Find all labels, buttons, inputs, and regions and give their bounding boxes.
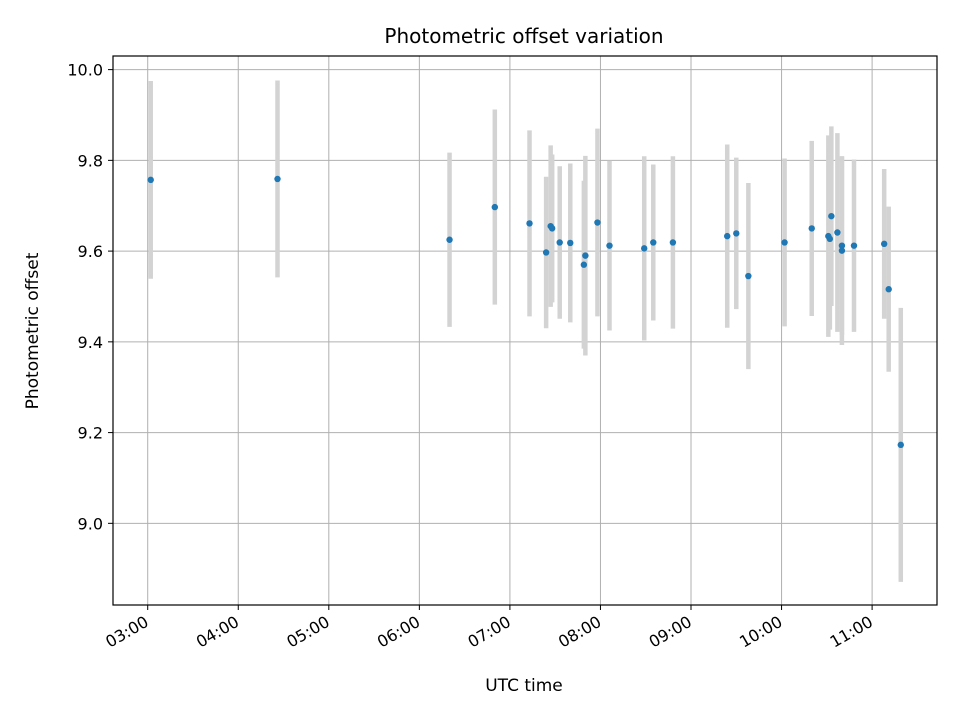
data-point [580,261,588,268]
data-point [491,203,499,211]
x-tick-label: 09:00 [646,612,695,652]
data-point [745,272,752,280]
data-point [548,225,556,232]
x-tick-label: 08:00 [555,612,604,652]
y-tick-label: 9.0 [78,514,103,533]
data-point [838,242,846,249]
data-point [669,239,677,246]
data-point [724,232,731,240]
data-point [606,242,613,249]
data-point [838,247,846,254]
data-point [582,252,589,259]
chart-title: Photometric offset variation [384,24,663,48]
data-point [274,175,281,183]
data-point [147,176,154,184]
error-bars [148,80,904,582]
data-point [542,249,550,256]
x-axis-label: UTC time [485,676,563,696]
data-point [526,220,533,227]
data-point [880,240,888,248]
data-point [567,239,574,247]
data-point [641,245,648,252]
data-point [446,236,453,243]
data-points [147,175,904,449]
data-point [828,212,835,220]
data-point [594,219,601,226]
y-tick-label: 9.8 [78,151,103,170]
x-tick-label: 05:00 [283,612,332,652]
plot-frame [112,55,938,606]
x-tick-label: 03:00 [102,612,151,652]
data-point [834,229,841,236]
y-tick-label: 9.2 [78,424,103,443]
data-point [733,230,740,237]
data-point [808,225,815,232]
grid [113,56,937,605]
data-point [826,235,834,243]
x-axis-ticks: 03:00 04:00 05:00 06:00 07:00 08:00 09:00 10:00… [102,605,876,652]
y-tick-label: 9.4 [78,333,103,352]
data-point [781,239,788,246]
y-tick-label: 10.0 [67,61,103,80]
y-tick-label: 9.6 [78,242,103,261]
data-point [850,242,858,249]
data-point [897,441,904,449]
data-point [650,239,657,246]
data-point [885,286,892,293]
y-axis-ticks: 9.0 9.2 9.4 9.6 9.8 10.0 [67,61,113,533]
x-tick-label: 04:00 [193,612,242,652]
x-tick-label: 07:00 [464,612,513,652]
x-tick-label: 11:00 [827,612,876,652]
x-tick-label: 06:00 [374,612,423,652]
x-tick-label: 10:00 [736,612,785,652]
y-axis-label: Photometric offset [23,252,43,409]
data-point [556,239,563,246]
